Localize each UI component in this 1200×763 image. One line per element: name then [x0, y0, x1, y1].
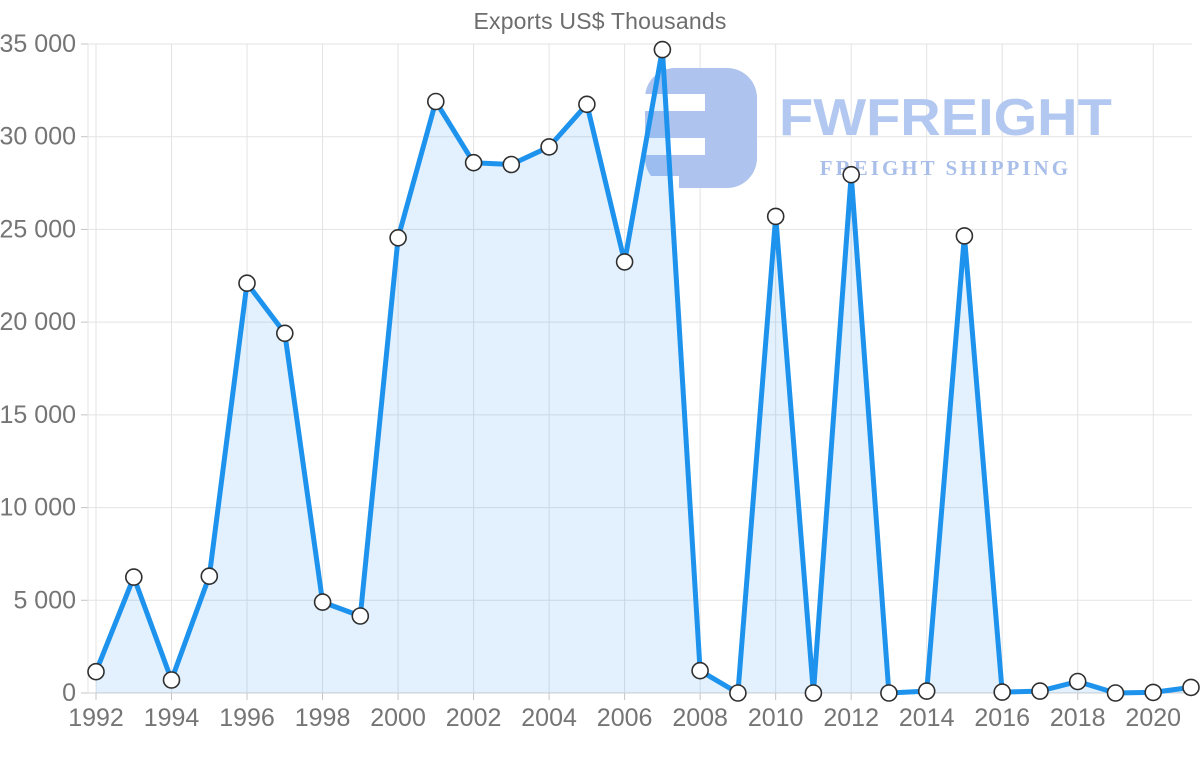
x-axis-label: 2004	[521, 704, 577, 732]
data-point-2013[interactable]	[880, 684, 898, 702]
x-axis-label: 1996	[219, 704, 275, 732]
data-point-1993[interactable]	[125, 568, 143, 586]
data-point-2016[interactable]	[993, 683, 1012, 701]
data-point-2012[interactable]	[842, 165, 861, 184]
data-point-2015[interactable]	[955, 227, 974, 245]
x-axis-label: 2002	[446, 704, 502, 732]
x-axis-label: 2014	[899, 704, 955, 732]
x-axis-label: 1992	[68, 704, 124, 732]
data-point-2010[interactable]	[766, 207, 785, 226]
y-axis-label: 5 000	[13, 586, 76, 614]
data-point-1997[interactable]	[275, 324, 294, 343]
x-axis-label: 2020	[1125, 704, 1181, 732]
data-point-2006[interactable]	[615, 253, 634, 271]
x-axis-label: 1994	[144, 704, 200, 732]
x-axis-label: 1998	[295, 704, 351, 732]
y-axis-label: 0	[62, 679, 76, 707]
data-point-2007[interactable]	[653, 40, 672, 59]
data-point-1996[interactable]	[238, 274, 256, 293]
data-point-2004[interactable]	[540, 138, 558, 156]
y-axis-label: 10 000	[0, 494, 76, 522]
x-axis-label: 2000	[370, 704, 426, 732]
data-point-2014[interactable]	[917, 682, 936, 700]
x-axis-label: 2010	[748, 704, 804, 732]
x-axis-label: 2008	[672, 704, 728, 732]
data-point-2018[interactable]	[1068, 672, 1087, 691]
x-axis-label: 2016	[974, 704, 1030, 732]
y-axis-label: 25 000	[0, 215, 76, 243]
data-point-2019[interactable]	[1106, 684, 1125, 702]
y-axis-label: 15 000	[0, 401, 76, 429]
data-point-2020[interactable]	[1144, 683, 1162, 702]
data-point-2017[interactable]	[1031, 682, 1049, 700]
chart-title: Exports US$ Thousands	[473, 8, 727, 34]
data-point-1998[interactable]	[313, 593, 332, 611]
y-axis-label: 20 000	[0, 308, 76, 336]
data-point-2005[interactable]	[578, 95, 596, 114]
data-point-2003[interactable]	[502, 155, 521, 174]
y-axis-label: 30 000	[0, 123, 76, 151]
data-point-1995[interactable]	[200, 567, 219, 586]
y-axis-label: 35 000	[0, 30, 76, 58]
data-point-1999[interactable]	[351, 607, 370, 625]
data-point-2009[interactable]	[729, 684, 747, 702]
data-point-1994[interactable]	[162, 671, 181, 689]
data-point-2011[interactable]	[804, 684, 823, 702]
x-axis-label: 2006	[597, 704, 653, 732]
data-point-1992[interactable]	[87, 662, 105, 681]
data-point-2002[interactable]	[464, 153, 483, 172]
data-point-2021[interactable]	[1182, 678, 1200, 697]
x-axis-label: 2012	[823, 704, 879, 732]
data-point-2001[interactable]	[426, 92, 445, 111]
data-point-2000[interactable]	[389, 229, 407, 247]
x-axis-label: 2018	[1050, 704, 1106, 732]
data-point-2008[interactable]	[691, 661, 709, 680]
